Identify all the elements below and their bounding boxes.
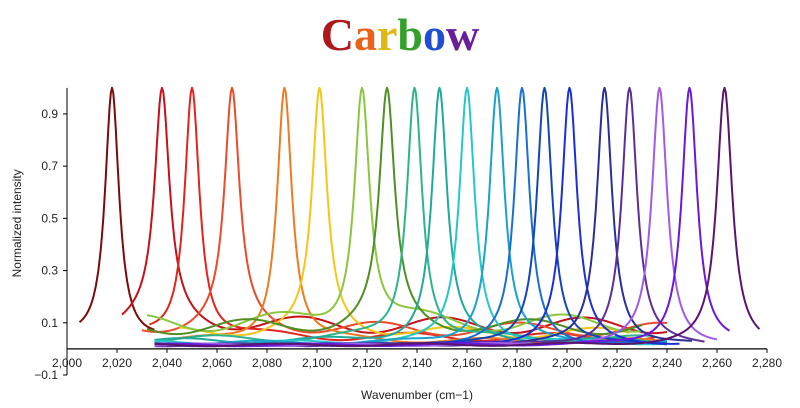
chart-title-text: Carbow [321, 9, 479, 60]
title-letter: o [423, 9, 446, 60]
y-tick-label: 0.5 [41, 211, 58, 225]
title-letter: w [446, 9, 479, 60]
y-tick-label: 0.1 [41, 316, 58, 330]
title-letter: r [377, 9, 397, 60]
x-tick-label: 2,100 [302, 356, 332, 370]
x-tick-label: 2,220 [602, 356, 632, 370]
spectrum-series-line [154, 86, 731, 348]
title-letter: a [354, 9, 377, 60]
x-tick-label: 2,120 [352, 356, 382, 370]
spectrum-series-line [146, 86, 643, 333]
x-axis-label: Wavenumber (cm−1) [361, 388, 473, 402]
series-curves [78, 86, 761, 348]
x-tick-label: 2,140 [402, 356, 432, 370]
x-tick-label: 2,040 [152, 356, 182, 370]
x-tick-label: 2,180 [502, 356, 532, 370]
y-tick-label: 0.7 [41, 159, 58, 173]
y-tick-label: 0.9 [41, 107, 58, 121]
x-tick-label: 2,240 [652, 356, 682, 370]
y-ticks: −0.1 0.1 0.3 0.5 0.7 0.9 [34, 107, 67, 382]
x-tick-label: 2,000 [52, 356, 82, 370]
spectrum-series-line [78, 86, 155, 331]
title-letter: C [321, 9, 354, 60]
x-ticks: 2,000 2,020 2,040 2,060 2,080 2,100 2,120 2,140… [52, 348, 782, 370]
spectrum-series-line [154, 86, 761, 348]
chart-title: Carbow [321, 9, 479, 60]
x-tick-label: 2,280 [752, 356, 782, 370]
y-axis-label: Normalized intensity [10, 169, 24, 277]
x-tick-label: 2,260 [702, 356, 732, 370]
x-tick-label: 2,060 [202, 356, 232, 370]
spectrum-series-line [154, 86, 655, 343]
y-tick-label: 0.3 [41, 264, 58, 278]
x-tick-label: 2,160 [452, 356, 482, 370]
spectrum-series-line [146, 86, 643, 336]
x-tick-label: 2,080 [252, 356, 282, 370]
title-letter: b [397, 9, 423, 60]
x-tick-label: 2,200 [552, 356, 582, 370]
x-tick-label: 2,020 [102, 356, 132, 370]
y-tick-label: −0.1 [34, 368, 58, 382]
